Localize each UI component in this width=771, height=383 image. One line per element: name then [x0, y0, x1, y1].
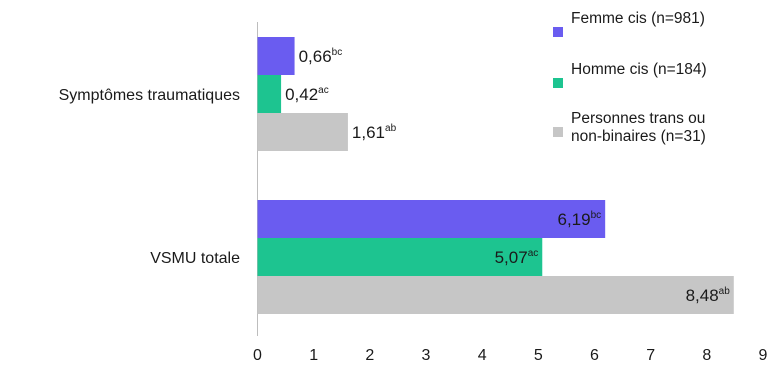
bar-2-3 [257, 276, 734, 314]
x-tick-label-9: 9 [759, 347, 768, 364]
x-tick-label-7: 7 [646, 347, 655, 364]
x-tick-label-2: 2 [365, 347, 374, 364]
category-label-1: Symptômes traumatiques [59, 87, 240, 104]
x-tick-label-6: 6 [590, 347, 599, 364]
category-label-2: VSMU totale [150, 250, 240, 267]
legend-swatch-1 [553, 27, 563, 37]
legend-label-1: Femme cis (n=981) [571, 10, 705, 27]
bar-1-2 [257, 75, 282, 113]
x-tick-label-8: 8 [702, 347, 711, 364]
data-label-1-3: 1,61ab [352, 123, 397, 142]
x-tick-label-4: 4 [478, 347, 487, 364]
x-tick-label-0: 0 [253, 347, 262, 364]
bar-2-2 [257, 238, 543, 276]
legend-label-2: Homme cis (n=184) [571, 61, 707, 78]
bar-1-1 [257, 37, 295, 75]
data-label-1-1: 0,66bc [299, 47, 343, 66]
data-label-1-2: 0,42ac [285, 85, 329, 104]
legend-swatch-3 [553, 127, 563, 137]
data-label-2-2: 5,07ac [495, 248, 539, 267]
data-label-2-3: 8,48ab [686, 286, 731, 305]
x-tick-label-1: 1 [309, 347, 318, 364]
legend-label-3: Personnes trans ou non-binaires (n=31) [571, 110, 706, 145]
bar-2-1 [257, 200, 606, 238]
bar-1-3 [257, 113, 348, 151]
data-label-2-1: 6,19bc [558, 210, 602, 229]
x-tick-label-5: 5 [534, 347, 543, 364]
legend-swatch-2 [553, 78, 563, 88]
x-tick-label-3: 3 [422, 347, 431, 364]
